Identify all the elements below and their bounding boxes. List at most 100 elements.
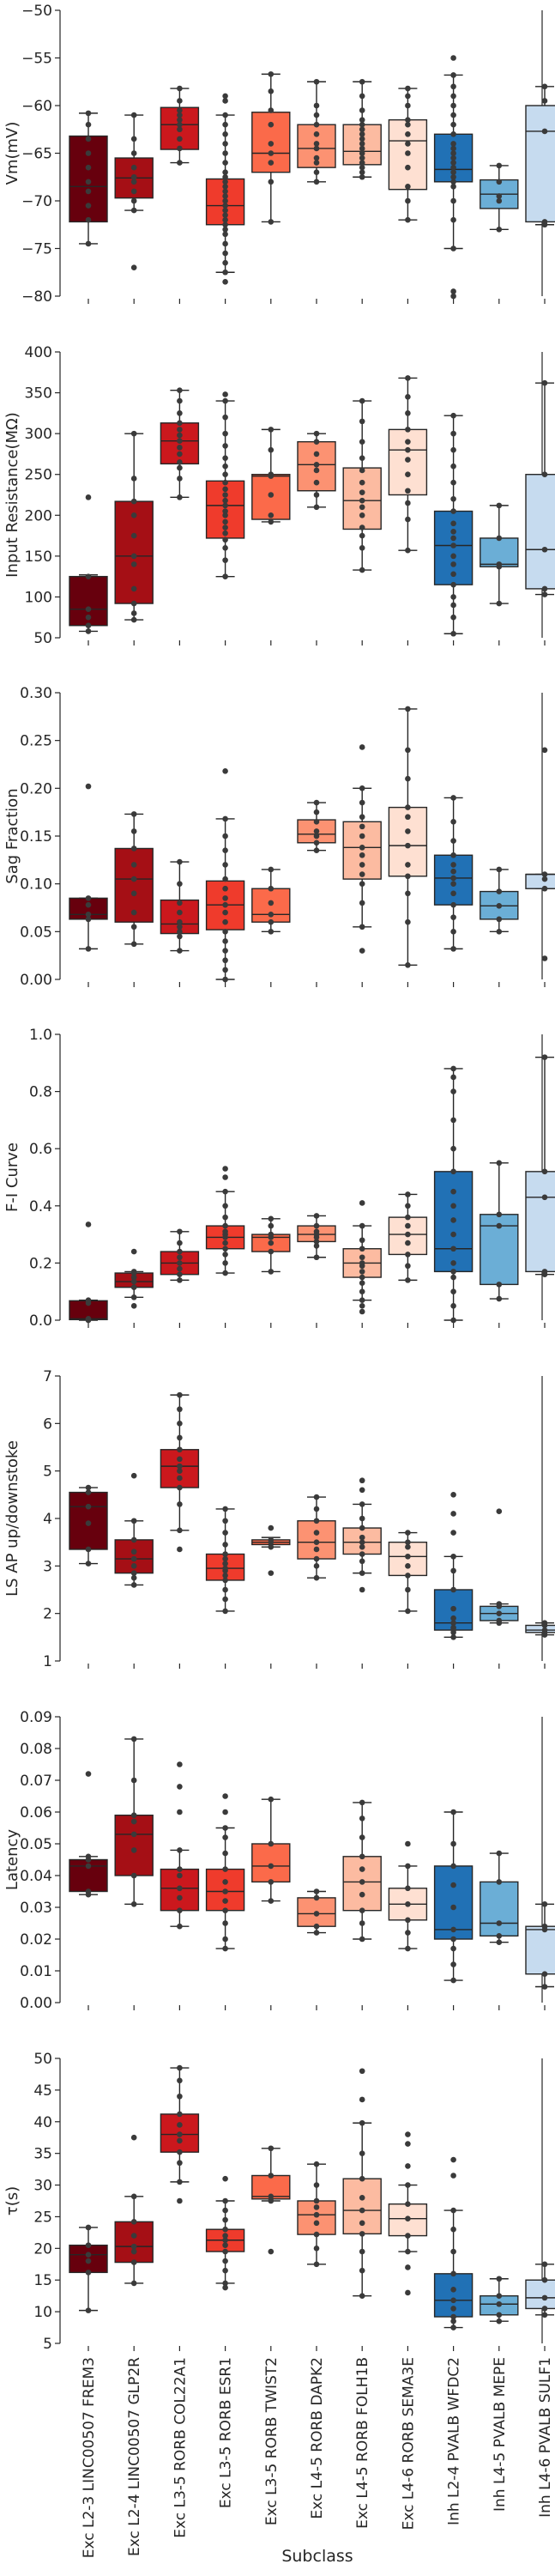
data-point xyxy=(313,1243,320,1249)
data-point xyxy=(359,2068,365,2075)
data-point xyxy=(313,2220,320,2227)
data-point xyxy=(222,573,228,579)
y-tick-label: 250 xyxy=(25,467,52,484)
data-point xyxy=(405,547,411,554)
box-5 xyxy=(251,427,291,646)
data-point xyxy=(130,585,137,592)
box-9 xyxy=(433,55,474,304)
data-point xyxy=(177,1484,183,1491)
box-4 xyxy=(205,391,245,646)
data-point xyxy=(130,2233,137,2239)
data-point xyxy=(450,155,456,161)
data-point xyxy=(359,1543,365,1550)
box-3 xyxy=(160,1391,200,1669)
data-point xyxy=(222,976,228,983)
data-point xyxy=(85,1561,92,1567)
data-point xyxy=(222,184,228,190)
data-point xyxy=(496,902,503,909)
data-point xyxy=(268,518,274,525)
data-point xyxy=(541,955,548,961)
data-point xyxy=(177,2122,183,2128)
data-point xyxy=(541,219,548,225)
data-point xyxy=(496,193,503,199)
data-point xyxy=(313,828,320,834)
data-point xyxy=(177,933,183,940)
box-body xyxy=(525,1171,555,1273)
data-point xyxy=(130,2243,137,2250)
category-label: Exc L3-5 RORB COL22A1 xyxy=(172,2357,189,2538)
data-point xyxy=(450,293,456,300)
data-point xyxy=(222,391,228,397)
data-point xyxy=(177,136,183,142)
data-point xyxy=(405,2141,411,2147)
box-11 xyxy=(525,379,555,646)
category-label: Exc L2-3 LINC00507 FREM3 xyxy=(81,2357,98,2558)
data-point xyxy=(359,1477,365,1484)
box-6 xyxy=(297,1888,336,2010)
data-point xyxy=(359,545,365,551)
box-5 xyxy=(251,2145,291,2351)
data-point xyxy=(222,901,228,908)
data-point xyxy=(450,430,456,437)
data-point xyxy=(359,2248,365,2255)
data-point xyxy=(85,1863,92,1870)
data-point xyxy=(177,900,183,906)
data-point xyxy=(85,1484,92,1491)
data-point xyxy=(450,184,456,190)
data-point xyxy=(450,1168,456,1175)
data-point xyxy=(405,1277,411,1283)
data-point xyxy=(313,2197,320,2204)
y-axis-label: τ(s) xyxy=(3,2186,21,2215)
data-point xyxy=(359,1866,365,1872)
data-point xyxy=(405,747,411,754)
data-point xyxy=(130,2248,137,2255)
category-label: Exc L4-5 RORB DAPK2 xyxy=(309,2357,326,2519)
data-point xyxy=(450,121,456,128)
y-tick-label: −55 xyxy=(21,51,52,68)
data-point xyxy=(268,1879,274,1885)
category-label: Exc L3-5 RORB TWIST2 xyxy=(263,2357,281,2525)
data-point xyxy=(405,2201,411,2207)
y-tick-label: 0.10 xyxy=(20,876,52,894)
data-point xyxy=(496,1617,503,1624)
data-point xyxy=(496,561,503,567)
data-point xyxy=(450,1977,456,1984)
box-8 xyxy=(388,706,428,987)
data-point xyxy=(268,2248,274,2255)
data-point xyxy=(130,909,137,916)
data-point xyxy=(177,924,183,930)
data-point xyxy=(222,1260,228,1266)
data-point xyxy=(313,1506,320,1512)
data-point xyxy=(177,121,183,128)
data-point xyxy=(405,2264,411,2270)
data-point xyxy=(496,2293,503,2299)
data-point xyxy=(130,1736,137,1743)
box-10 xyxy=(480,1850,519,2010)
data-point xyxy=(405,1231,411,1238)
data-point xyxy=(405,873,411,880)
data-point xyxy=(405,775,411,782)
data-point xyxy=(405,1263,411,1270)
data-point xyxy=(541,1168,548,1175)
data-point xyxy=(177,494,183,500)
data-point xyxy=(130,264,137,271)
data-point xyxy=(313,799,320,806)
data-point xyxy=(222,1793,228,1799)
box-body xyxy=(342,821,382,880)
data-point xyxy=(450,875,456,882)
data-point xyxy=(359,117,365,123)
data-point xyxy=(405,1885,411,1892)
data-point xyxy=(541,1971,548,1977)
data-point xyxy=(405,2131,411,2137)
y-tick-label: 0.30 xyxy=(20,685,52,702)
data-point xyxy=(222,918,228,925)
data-point xyxy=(450,561,456,567)
data-point xyxy=(450,179,456,185)
data-point xyxy=(222,227,228,233)
data-point xyxy=(359,744,365,750)
y-tick-label: 15 xyxy=(33,2272,52,2289)
data-point xyxy=(222,833,228,839)
data-point xyxy=(450,1145,456,1152)
data-point xyxy=(222,2267,228,2274)
